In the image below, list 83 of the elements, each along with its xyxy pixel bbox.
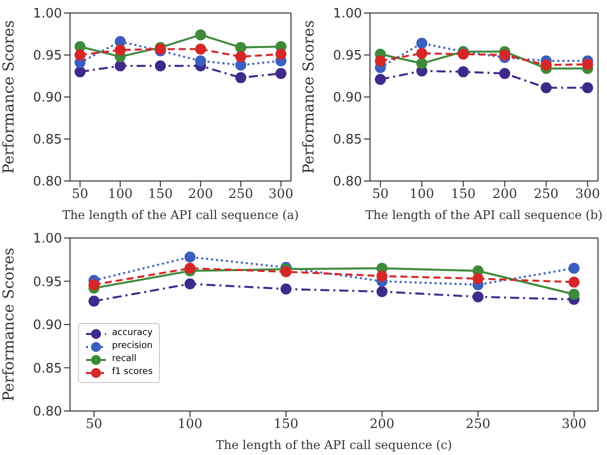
- point: [154, 60, 166, 72]
- point: [499, 50, 510, 60]
- x-tick-label: 50: [372, 187, 389, 202]
- point: [582, 58, 594, 70]
- point: [472, 291, 484, 302]
- point: [416, 38, 428, 49]
- x-tick-label: 200: [492, 187, 518, 202]
- legend-label: recall: [112, 353, 137, 366]
- x-tick-label: 100: [108, 187, 133, 202]
- point: [195, 55, 206, 66]
- y-tick-label: 0.85: [333, 132, 362, 148]
- y-axis-title: Performance Scores: [0, 20, 18, 174]
- x-axis-title: The length of the API call sequence (c): [216, 438, 452, 452]
- y-tick-label: 0.80: [33, 174, 62, 190]
- x-tick-label: 300: [562, 417, 586, 432]
- point: [376, 270, 388, 282]
- point: [568, 276, 580, 288]
- point: [235, 42, 246, 53]
- x-tick-label: 200: [370, 417, 394, 432]
- y-tick-label: 0.90: [33, 318, 62, 334]
- point: [374, 74, 386, 85]
- point: [582, 82, 594, 94]
- y-tick-label: 0.85: [33, 361, 62, 376]
- y-tick-label: 1.00: [33, 6, 62, 22]
- point: [114, 60, 126, 72]
- x-tick-label: 250: [466, 417, 490, 432]
- point: [88, 296, 100, 307]
- y-axis-title: Performance Scores: [0, 248, 18, 402]
- point: [416, 58, 428, 69]
- point: [540, 60, 552, 71]
- point: [472, 273, 484, 284]
- y-tick-label: 1.00: [33, 232, 62, 247]
- x-tick-label: 300: [575, 187, 600, 202]
- x-axis-title: The length of the API call sequence (a): [62, 208, 299, 222]
- point: [280, 284, 292, 295]
- y-tick-label: 0.95: [33, 274, 62, 290]
- x-axis-title: The length of the API call sequence (b): [365, 208, 603, 222]
- point: [458, 66, 469, 78]
- x-tick-label: 150: [450, 187, 476, 202]
- point: [275, 48, 286, 60]
- point: [74, 66, 86, 78]
- x-tick-label: 300: [268, 187, 294, 202]
- point: [184, 278, 196, 290]
- point: [195, 44, 206, 55]
- x-tick-label: 250: [228, 187, 254, 202]
- x-tick-label: 150: [274, 417, 298, 432]
- x-tick-label: 250: [534, 187, 559, 202]
- y-tick-label: 0.80: [333, 174, 362, 190]
- y-tick-label: 0.85: [33, 132, 62, 148]
- point: [568, 288, 580, 300]
- point: [184, 252, 196, 263]
- point: [114, 44, 126, 56]
- legend-label: precision: [112, 340, 153, 353]
- point: [195, 29, 206, 40]
- y-tick-label: 0.90: [33, 90, 62, 106]
- point: [235, 51, 246, 62]
- point: [374, 55, 386, 66]
- point: [74, 50, 86, 60]
- point: [280, 266, 292, 278]
- x-tick-label: 100: [178, 417, 202, 432]
- point: [235, 72, 246, 84]
- y-tick-label: 0.80: [33, 404, 62, 420]
- point: [376, 286, 388, 298]
- y-axis-title: Performance Scores: [299, 20, 318, 174]
- y-tick-label: 0.95: [33, 48, 62, 64]
- x-tick-label: 200: [188, 187, 214, 202]
- point: [88, 279, 100, 290]
- point: [540, 82, 552, 94]
- y-tick-label: 1.00: [333, 6, 362, 22]
- legend-label: f1 scores: [112, 366, 153, 379]
- point: [416, 48, 428, 59]
- y-tick-label: 0.95: [333, 48, 362, 64]
- point: [568, 262, 580, 274]
- x-tick-label: 150: [148, 187, 173, 202]
- y-tick-label: 0.90: [333, 90, 362, 106]
- point: [184, 262, 196, 274]
- x-tick-label: 50: [86, 417, 102, 432]
- x-tick-label: 100: [409, 187, 434, 202]
- x-tick-label: 50: [72, 187, 88, 202]
- point: [458, 48, 469, 60]
- point: [499, 68, 510, 79]
- legend-label: accuracy: [112, 327, 153, 340]
- point: [275, 68, 286, 79]
